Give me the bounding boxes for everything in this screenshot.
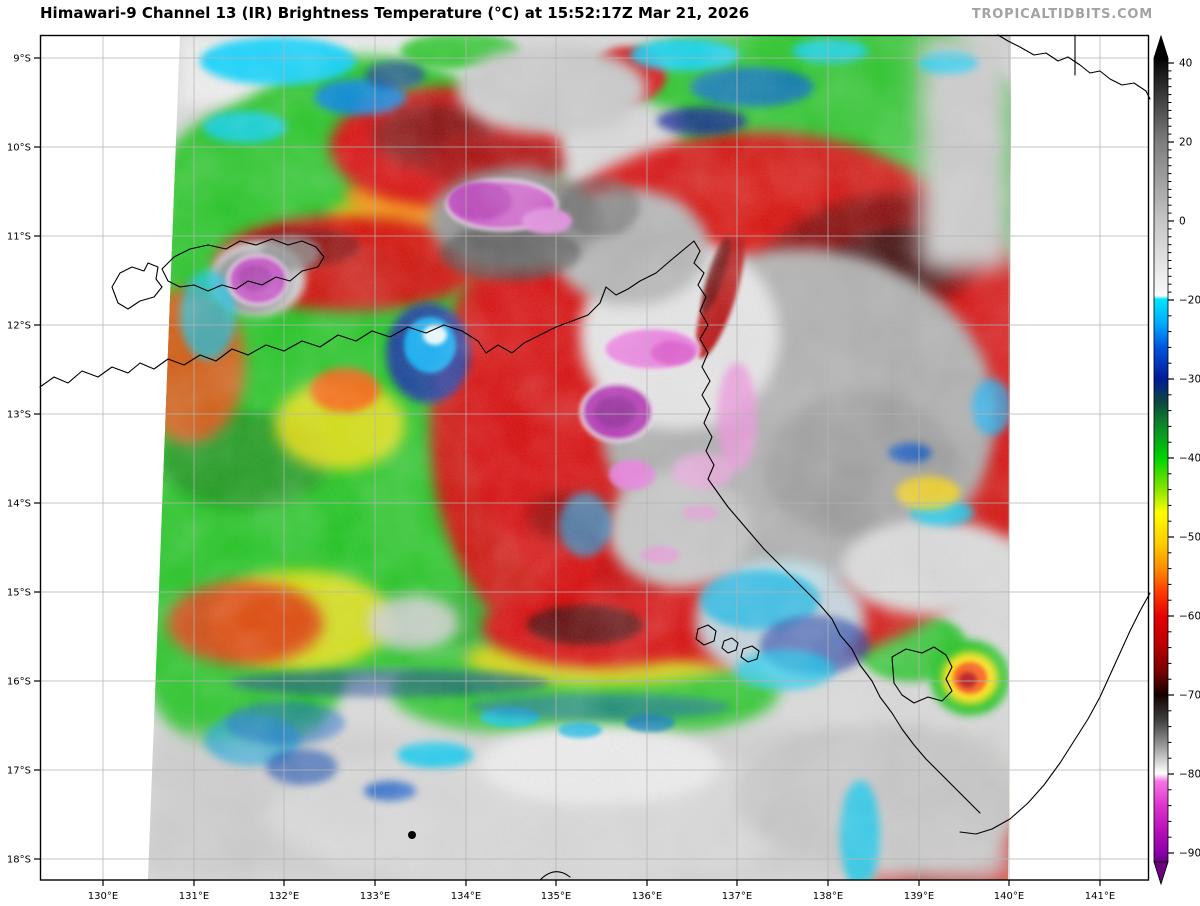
coastlines — [39, 34, 1151, 881]
colorbar-ticks: 40 20 0 −20 −30 −40 −50 −60 −70 −80 −90 — [1168, 58, 1200, 860]
graticule — [40, 35, 1149, 880]
lon-tick-label: 137°E — [722, 891, 752, 902]
lat-tick-label: 15°S — [7, 588, 31, 599]
coastline-melville-island — [161, 238, 325, 292]
lon-tick-label: 138°E — [813, 891, 843, 902]
lat-tick-label: 17°S — [7, 766, 31, 777]
lon-tick-label: 141°E — [1085, 891, 1115, 902]
colorbar-tick-label: −20 — [1179, 295, 1200, 307]
coastline-groote-eylandt — [891, 646, 953, 704]
colorbar-tick-label: −70 — [1179, 690, 1200, 702]
lon-tick-label: 140°E — [994, 891, 1024, 902]
colorbar-tick-label: 40 — [1179, 58, 1192, 70]
lat-tick-label: 9°S — [13, 54, 31, 65]
lon-axis: 130°E 131°E 132°E 133°E 134°E 135°E 136°E 137°E… — [88, 880, 1115, 902]
lon-tick-label: 130°E — [88, 891, 118, 902]
colorbar-tick-label: 20 — [1179, 137, 1192, 149]
lat-tick-label: 12°S — [7, 321, 31, 332]
coastline-islet-3 — [740, 645, 760, 663]
lon-tick-label: 131°E — [179, 891, 209, 902]
lat-tick-label: 16°S — [7, 677, 31, 688]
colorbar-tick-label: −60 — [1179, 611, 1200, 623]
coastline-png — [997, 34, 1151, 100]
colorbar-tick-label: −80 — [1179, 769, 1200, 781]
colorbar-tick-label: −50 — [1179, 532, 1200, 544]
satellite-imagery — [148, 35, 1011, 880]
lat-tick-label: 13°S — [7, 410, 31, 421]
colorbar-tick-label: −40 — [1179, 453, 1200, 465]
lat-tick-label: 14°S — [7, 499, 31, 510]
lon-tick-label: 134°E — [451, 891, 481, 902]
coastline-gulf-east — [959, 592, 1151, 835]
colorbar-arrow-bottom — [1153, 861, 1169, 886]
lon-tick-label: 132°E — [269, 891, 299, 902]
lake-feature — [408, 831, 416, 839]
colorbar-arrow-top — [1153, 34, 1169, 59]
colorbar-tick-label: −90 — [1179, 848, 1200, 860]
watermark: TROPICALTIDBITS.COM — [971, 7, 1153, 22]
lon-tick-label: 133°E — [360, 891, 390, 902]
lat-tick-label: 18°S — [7, 855, 31, 866]
coastline-bottom-arc — [539, 871, 571, 881]
lon-tick-label: 135°E — [541, 891, 571, 902]
lat-axis: 9°S 10°S 11°S 12°S 13°S 14°S 15°S 16°S 17°S 18°S — [7, 54, 40, 866]
lat-tick-label: 11°S — [7, 232, 31, 243]
colorbar-tick-label: 0 — [1179, 216, 1186, 228]
lat-tick-label: 10°S — [7, 143, 31, 154]
coastline-bathurst-island — [111, 262, 163, 310]
colorbar-tick-label: −30 — [1179, 374, 1200, 386]
colorbar-bar — [1153, 57, 1169, 863]
page-title: Himawari-9 Channel 13 (IR) Brightness Te… — [40, 4, 750, 22]
lon-tick-label: 139°E — [904, 891, 934, 902]
map-frame — [39, 34, 1150, 881]
coastline-islet-2 — [721, 637, 739, 654]
coastline-mainland — [39, 240, 981, 814]
coastline-islet-1 — [695, 624, 717, 646]
colorbar: 40 20 0 −20 −30 −40 −50 −60 −70 −80 −90 — [1153, 34, 1200, 886]
lon-tick-label: 136°E — [632, 891, 662, 902]
